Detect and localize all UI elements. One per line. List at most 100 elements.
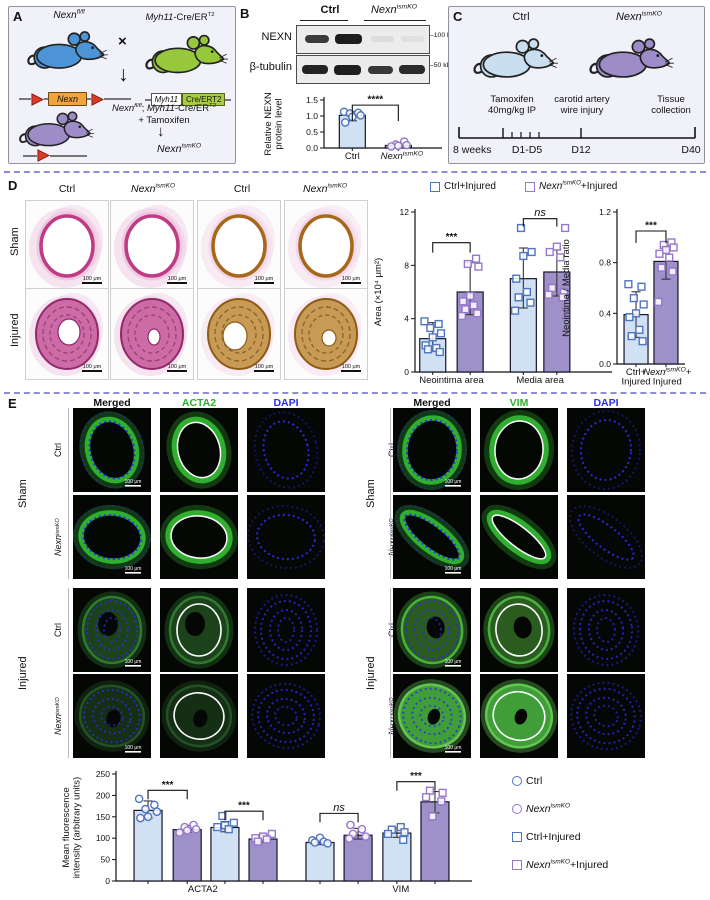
e-col-header: DAPI — [273, 397, 299, 409]
arrow-down: ↓ — [157, 123, 165, 140]
svg-text:100 μm: 100 μm — [445, 745, 462, 751]
svg-text:***: *** — [446, 232, 458, 243]
fluorescence-image — [567, 495, 645, 579]
svg-text:Neointima area: Neointima area — [419, 375, 484, 386]
mouse-icon — [19, 111, 95, 147]
square-marker-icon — [525, 181, 535, 192]
fluorescence-image: 100 μm — [73, 588, 151, 672]
e-col-header: Merged — [93, 397, 131, 409]
e-row-label: Nexn ismKO — [53, 518, 63, 556]
fluorescence-image: 100 μm — [393, 408, 471, 492]
e-row-label: Ctrl — [53, 443, 63, 457]
underline — [300, 20, 348, 21]
svg-text:0.4: 0.4 — [599, 308, 611, 318]
svg-text:0.0: 0.0 — [306, 143, 318, 153]
event-tissue-collection: Tissue collection — [651, 94, 691, 116]
divider — [390, 408, 391, 579]
fluorescence-image — [247, 408, 325, 492]
svg-text:0.5: 0.5 — [306, 127, 318, 137]
svg-text:***: *** — [162, 780, 174, 791]
d-row-sham: Sham — [9, 227, 21, 257]
square-marker-icon — [512, 860, 522, 870]
fluorescence-image — [160, 495, 238, 579]
area-chart: 0 4 8 12 Area (×10⁴ μm²) Neointima area Media … — [373, 207, 612, 386]
fluorescence-image — [247, 674, 325, 758]
fluorescence-image — [160, 588, 238, 672]
svg-text:100 μm: 100 μm — [83, 364, 102, 370]
panel-c-label: C — [453, 9, 463, 24]
svg-text:50: 50 — [101, 855, 111, 865]
mouse2-genotype: Myh11-Cre/ERT2 — [145, 11, 215, 23]
panel-a-label: A — [13, 9, 23, 24]
arrow-down: ↓ — [118, 63, 129, 86]
svg-text:NexnismKO: NexnismKO — [381, 151, 424, 163]
circle-marker-icon — [512, 776, 522, 786]
blot-band — [368, 66, 393, 74]
svg-text:8: 8 — [404, 260, 409, 270]
e-col-header: DAPI — [593, 397, 619, 409]
fluorescence-image: 100 μm — [393, 674, 471, 758]
timeline-t2: D12 — [571, 144, 591, 156]
loxp-icon — [31, 92, 44, 106]
divider — [68, 408, 69, 579]
blot-band — [371, 36, 394, 42]
mouse-icon — [589, 38, 675, 79]
fluorescence-image — [567, 408, 645, 492]
fluorescence-image — [567, 588, 645, 672]
svg-text:Injured: Injured — [622, 377, 651, 388]
svg-text:100: 100 — [96, 833, 110, 843]
panel-e-label: E — [8, 396, 17, 411]
blot-band — [305, 35, 329, 43]
circle-marker-icon — [512, 804, 522, 814]
fluorescence-image — [480, 408, 558, 492]
svg-text:100 μm: 100 μm — [255, 276, 274, 282]
svg-text:ACTA2: ACTA2 — [188, 884, 218, 895]
svg-text:Media area: Media area — [516, 375, 564, 386]
d-legend-ko-injured: NexnismKO+Injured — [525, 180, 617, 192]
histology-image: 100 μm — [197, 288, 281, 380]
nexn-gene-box: Nexn — [48, 92, 88, 106]
svg-text:1.2: 1.2 — [599, 207, 611, 217]
svg-text:1.5: 1.5 — [306, 95, 318, 105]
svg-text:100 μm: 100 μm — [125, 659, 142, 665]
svg-text:4: 4 — [404, 314, 409, 324]
svg-text:Relative NEXN: Relative NEXN — [263, 92, 274, 155]
e-col-header: Merged — [413, 397, 451, 409]
svg-text:***: *** — [238, 801, 250, 812]
panel-a: A Nexnfl/fl × Myh11-Cre/ERT2 Nexn ↓ Myh1… — [8, 6, 236, 164]
divider — [68, 588, 69, 758]
transgene-construct: Myh11 Cre/ERT2 — [145, 93, 231, 106]
histology-image: 100 μm — [284, 200, 368, 292]
square-marker-icon — [512, 832, 522, 842]
blot-row-tubulin: β-tubulin — [249, 61, 292, 73]
e-col-header: ACTA2 — [181, 397, 217, 409]
timeline — [458, 127, 696, 139]
nexn-protein-chart: 0.0 0.5 1.0 1.5 Relative NEXN protein level Ct… — [263, 92, 442, 163]
e-group-sham: Sham — [365, 479, 377, 508]
fluorescence-image: 100 μm — [393, 588, 471, 672]
fluorescence-image — [480, 588, 558, 672]
blot-band — [401, 36, 424, 42]
svg-text:100 μm: 100 μm — [342, 364, 361, 370]
svg-text:NexnismKO+: NexnismKO+ — [643, 367, 692, 379]
histology-image: 100 μm — [284, 288, 368, 380]
mouse-icon — [473, 38, 559, 79]
svg-text:150: 150 — [96, 812, 110, 822]
offspring-genotype: Nexnfl/fl; Myh11-Cre/ERT2 + Tamoxifen — [112, 102, 216, 126]
svg-text:100 μm: 100 μm — [125, 745, 142, 751]
svg-text:200: 200 — [96, 790, 110, 800]
blot-band — [302, 65, 328, 74]
cre-ert2-box: Cre/ERT2 — [182, 93, 226, 106]
svg-text:100 μm: 100 μm — [445, 659, 462, 665]
panel-separator — [4, 392, 706, 394]
svg-text:Ctrl+: Ctrl+ — [626, 367, 647, 378]
svg-text:Ctrl: Ctrl — [345, 151, 360, 162]
kda-marker: –100 kDa — [430, 32, 460, 39]
blot-band — [399, 65, 425, 74]
mouse1-genotype: Nexnfl/fl — [53, 8, 85, 21]
svg-text:ns: ns — [534, 207, 546, 219]
blot-row-nexn: NEXN — [261, 31, 292, 43]
fluorescence-image: 100 μm — [73, 408, 151, 492]
panel-c: C Ctrl NexnismKO Tamoxifen 40mg/kg IP car… — [448, 6, 705, 164]
